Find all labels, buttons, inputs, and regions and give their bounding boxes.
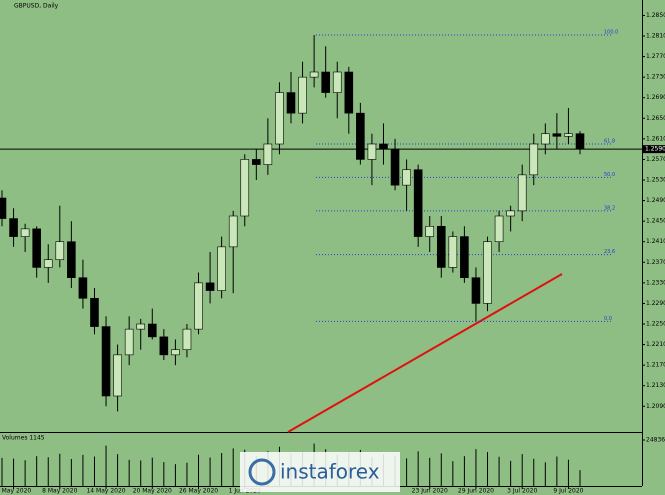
candle-body xyxy=(309,71,319,78)
candle-body xyxy=(367,143,377,160)
y-tick-label: 1.2410 xyxy=(646,238,665,245)
candle-body xyxy=(448,236,458,268)
y-tick-label: 1.2450 xyxy=(646,218,665,225)
candle-body xyxy=(425,225,435,237)
y-tick-label: 1.2250 xyxy=(646,321,665,328)
y-tick-label: 1.2490 xyxy=(646,197,665,204)
volume-title: Volumes 1145 xyxy=(2,435,45,442)
candle-body xyxy=(471,277,481,304)
last-price-box xyxy=(643,145,665,154)
candle-body xyxy=(182,328,192,351)
fib-label: 23.6 xyxy=(604,249,615,255)
y-tick-label: 1.2770 xyxy=(646,53,665,60)
last-price-label: 1.2590 xyxy=(645,146,665,153)
candle-body xyxy=(147,323,157,338)
y-tick-label: 1.2290 xyxy=(646,300,665,307)
watermark-box xyxy=(240,452,400,492)
y-tick-label: 1.2610 xyxy=(646,135,665,142)
candle-body xyxy=(286,92,296,114)
candle-body xyxy=(217,246,226,291)
candle-body xyxy=(460,236,469,279)
candle-body xyxy=(171,349,180,356)
candle-body xyxy=(32,228,41,268)
candle-body xyxy=(564,133,573,137)
x-tick-label: 26 May 2020 xyxy=(179,488,218,495)
fib-label: 61.8 xyxy=(604,139,615,145)
volume-tick-label: 24836 xyxy=(646,437,665,444)
candle-body xyxy=(124,328,134,356)
x-tick-label: 20 May 2020 xyxy=(133,488,172,495)
watermark: instaforex xyxy=(280,460,380,484)
candle-body xyxy=(136,323,146,330)
candle-body xyxy=(90,297,99,327)
candle-body xyxy=(517,174,527,212)
candle-body xyxy=(552,133,562,137)
y-tick-label: 1.2330 xyxy=(646,279,665,286)
candle-body xyxy=(55,241,65,261)
watermark-icon xyxy=(248,458,276,486)
candle-body xyxy=(575,133,585,150)
trend-line xyxy=(287,273,563,433)
candle-body xyxy=(67,241,76,279)
candle-body xyxy=(298,76,307,114)
candle-body xyxy=(263,143,273,165)
candle-body xyxy=(483,241,492,304)
y-tick-label: 1.2730 xyxy=(646,74,665,81)
y-tick-label: 1.2130 xyxy=(646,382,665,389)
x-tick-label: 14 May 2020 xyxy=(86,488,125,495)
candle-body xyxy=(228,215,238,248)
chart-title: GBPUSD, Daily xyxy=(14,3,59,10)
candle-body xyxy=(78,277,88,299)
x-tick-label: 23 Jun 2020 xyxy=(412,488,448,495)
candle-body xyxy=(43,259,53,268)
candle-body xyxy=(159,336,169,356)
y-tick-label: 1.2530 xyxy=(646,177,665,184)
candle-body xyxy=(413,169,423,237)
candle-body xyxy=(379,143,388,150)
candle-body xyxy=(275,92,284,145)
candle-body xyxy=(194,282,203,330)
fib-label: 100.0 xyxy=(604,29,618,35)
candle-body xyxy=(344,71,354,114)
candle-body xyxy=(0,197,7,219)
x-tick-label: 8 May 2020 xyxy=(42,488,77,495)
x-tick-label: 9 Jul 2020 xyxy=(553,488,583,495)
candle-body xyxy=(101,326,111,397)
fib-label: 50.0 xyxy=(604,172,615,178)
candle-body xyxy=(240,159,250,217)
candle-body xyxy=(113,354,122,397)
fib-label: 38.2 xyxy=(604,205,615,211)
candle-body xyxy=(494,215,504,243)
candle-body xyxy=(332,71,342,93)
y-tick-label: 1.2090 xyxy=(646,403,665,410)
candle-body xyxy=(529,143,539,176)
candle-body xyxy=(321,71,330,93)
y-tick-label: 1.2170 xyxy=(646,362,665,369)
x-tick-label: 29 Jun 2020 xyxy=(458,488,494,495)
y-tick-label: 1.2810 xyxy=(646,33,665,40)
y-tick-label: 1.2570 xyxy=(646,156,665,163)
fib-label: 0.0 xyxy=(604,316,612,322)
y-tick-label: 1.2370 xyxy=(646,259,665,266)
candle-body xyxy=(356,112,365,160)
candle-body xyxy=(402,169,411,186)
candle-body xyxy=(252,159,261,165)
candle-body xyxy=(506,210,515,217)
candle-body xyxy=(436,225,446,268)
x-tick-label: 4 May 2020 xyxy=(0,488,31,495)
candle-body xyxy=(9,218,18,237)
y-tick-label: 1.2690 xyxy=(646,94,665,101)
y-tick-label: 1.2210 xyxy=(646,341,665,348)
y-tick-label: 1.2850 xyxy=(646,12,665,19)
candle-body xyxy=(541,133,550,145)
x-tick-label: 3 Jul 2020 xyxy=(507,488,537,495)
candle-body xyxy=(20,228,30,237)
y-tick-label: 1.2650 xyxy=(646,115,665,122)
candle-body xyxy=(205,282,215,291)
candle-body xyxy=(390,148,400,186)
